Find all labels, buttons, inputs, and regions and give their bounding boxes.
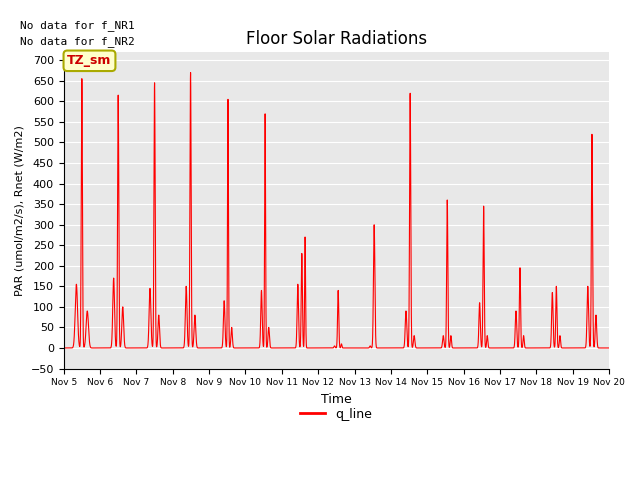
Text: TZ_sm: TZ_sm bbox=[67, 54, 111, 67]
X-axis label: Time: Time bbox=[321, 393, 352, 406]
Text: No data for f_NR1: No data for f_NR1 bbox=[20, 20, 135, 31]
Y-axis label: PAR (umol/m2/s), Rnet (W/m2): PAR (umol/m2/s), Rnet (W/m2) bbox=[15, 125, 25, 296]
Title: Floor Solar Radiations: Floor Solar Radiations bbox=[246, 30, 427, 48]
Text: No data for f_NR2: No data for f_NR2 bbox=[20, 36, 135, 47]
Legend: q_line: q_line bbox=[296, 403, 378, 426]
